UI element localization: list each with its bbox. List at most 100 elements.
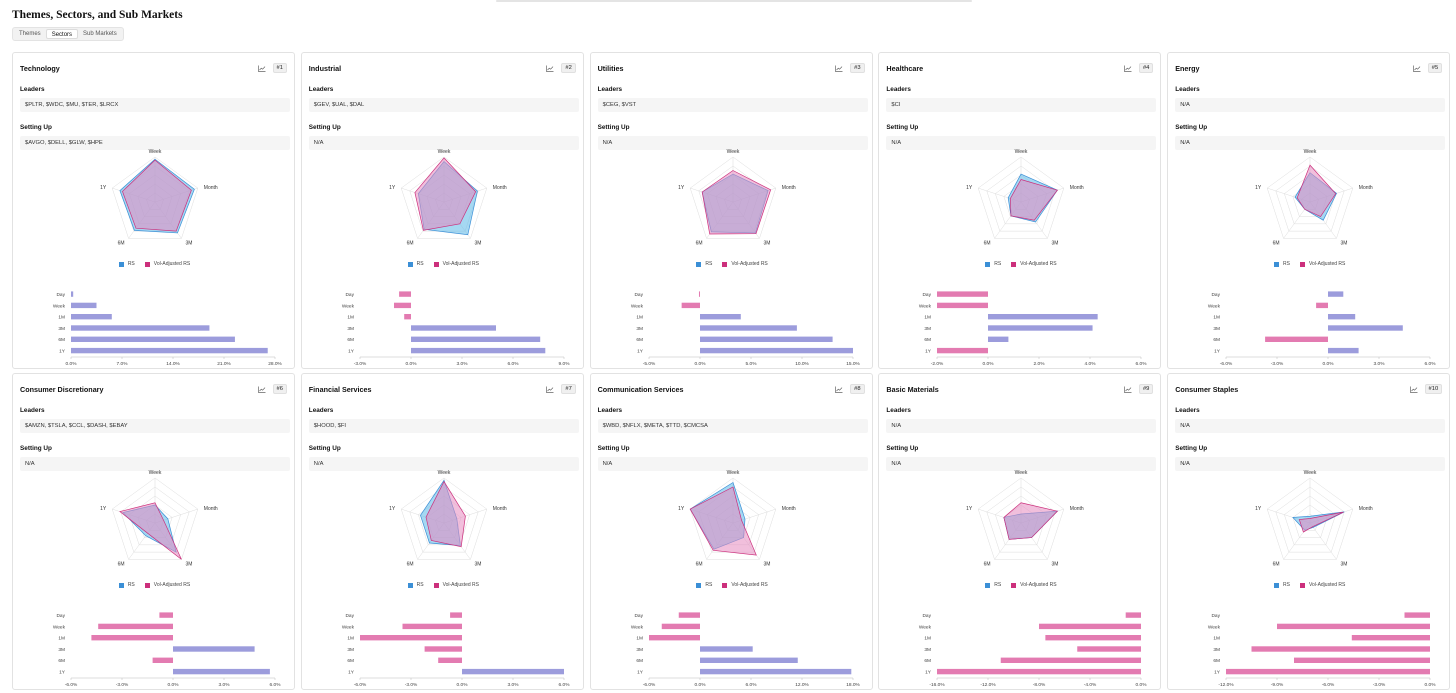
- bar-x-tick-label: 0.0%: [1323, 361, 1335, 367]
- legend-label-rs: RS: [1283, 582, 1290, 588]
- line-chart-icon[interactable]: [1412, 63, 1422, 73]
- bar-6m: [437, 657, 462, 663]
- legend-item-rs[interactable]: RS: [1274, 582, 1290, 588]
- sector-card: Utilities #3 Leaders $CEG, $VST Setting Up N/…: [589, 52, 873, 369]
- setting-up-value: N/A: [597, 136, 868, 150]
- bar-x-tick-label: 21.0%: [217, 361, 231, 367]
- radar-axis-label: Month: [1359, 185, 1373, 191]
- sector-card: Healthcare #4 Leaders $CI Setting Up N/A Week M…: [878, 52, 1162, 369]
- legend-item-rs[interactable]: RS: [696, 582, 712, 588]
- sector-card: Energy #5 Leaders N/A Setting Up N/A Week Month…: [1167, 52, 1451, 369]
- line-chart-icon[interactable]: [257, 63, 267, 73]
- legend-item-rs[interactable]: RS: [696, 261, 712, 267]
- leaders-label: Leaders: [1175, 86, 1200, 93]
- setting-up-value: N/A: [20, 457, 290, 471]
- tab-sectors[interactable]: Sectors: [45, 29, 79, 39]
- bar-chart: Day Week 1M 3M 6M 1Y -16.0% -12.0% -8.0% -4.0% 0.0…: [919, 612, 1148, 688]
- bar-1m: [71, 314, 112, 320]
- bar-1m: [1045, 635, 1142, 641]
- bar-x-tick-label: 14.0%: [166, 361, 180, 367]
- legend-item-rs[interactable]: RS: [1274, 261, 1290, 267]
- legend-item-vol-rs[interactable]: Vol-Adjusted RS: [1011, 582, 1057, 588]
- legend-item-rs[interactable]: RS: [118, 261, 135, 267]
- bar-category-label: Week: [919, 624, 932, 630]
- legend-item-vol-rs[interactable]: Vol-Adjusted RS: [1299, 261, 1345, 267]
- line-chart-icon[interactable]: [834, 384, 844, 394]
- leaders-value: $AMZN, $TSLA, $CCL, $DASH, $EBAY: [20, 419, 290, 433]
- legend-item-rs[interactable]: RS: [985, 582, 1001, 588]
- leaders-label: Leaders: [1175, 407, 1200, 414]
- radar-axis-label: 6M: [118, 240, 125, 246]
- tab-sub-markets[interactable]: Sub Markets: [83, 31, 117, 37]
- bar-1m: [648, 635, 700, 641]
- chart-legend: RS Vol-Adjusted RS: [13, 261, 294, 267]
- leaders-label: Leaders: [597, 86, 623, 93]
- legend-item-vol-rs[interactable]: Vol-Adjusted RS: [1299, 582, 1345, 588]
- setting-up-value: N/A: [1175, 457, 1446, 471]
- legend-item-vol-rs[interactable]: Vol-Adjusted RS: [1011, 261, 1057, 267]
- bar-category-label: 3M: [347, 647, 354, 653]
- bar-1m: [988, 314, 1099, 320]
- legend-label-rs: RS: [1283, 261, 1290, 267]
- bar-category-label: 1M: [925, 315, 932, 321]
- bar-6m: [1294, 657, 1431, 663]
- bar-6m: [699, 336, 833, 342]
- bar-category-label: 1Y: [59, 670, 66, 676]
- legend-item-rs[interactable]: RS: [407, 261, 424, 267]
- sector-grid: Technology #1 Leaders $PLTR, $WDC, $MU, $TE…: [12, 52, 1451, 692]
- bar-x-tick-label: 0.0%: [405, 361, 417, 367]
- bar-category-label: 1Y: [637, 349, 644, 355]
- rank-badge: #2: [561, 63, 576, 73]
- bar-category-label: Week: [53, 303, 66, 309]
- tab-themes[interactable]: Themes: [19, 31, 41, 37]
- leaders-label: Leaders: [20, 86, 45, 93]
- legend-item-vol-rs[interactable]: Vol-Adjusted RS: [433, 582, 479, 588]
- line-chart-icon[interactable]: [545, 384, 555, 394]
- bar-x-tick-label: -6.0%: [1322, 682, 1335, 688]
- legend-item-vol-rs[interactable]: Vol-Adjusted RS: [722, 261, 768, 267]
- bar-category-label: Day: [923, 292, 932, 298]
- legend-swatch-vol-rs: [433, 582, 439, 588]
- bar-6m: [699, 657, 798, 663]
- legend-item-rs[interactable]: RS: [407, 582, 424, 588]
- line-chart-icon[interactable]: [834, 63, 844, 73]
- radar-chart: Week Month 3M 6M 1Y: [678, 470, 796, 567]
- legend-item-vol-rs[interactable]: Vol-Adjusted RS: [144, 261, 190, 267]
- legend-swatch-rs: [407, 582, 413, 588]
- legend-item-vol-rs[interactable]: Vol-Adjusted RS: [433, 261, 479, 267]
- radar-chart: Week Month 3M 6M 1Y: [678, 149, 796, 246]
- legend-item-rs[interactable]: RS: [985, 261, 1001, 267]
- card-header: Energy #5: [1175, 62, 1443, 74]
- line-chart-icon[interactable]: [1123, 384, 1133, 394]
- card-title: Consumer Staples: [1175, 384, 1239, 394]
- legend-label-vol-rs: Vol-Adjusted RS: [442, 261, 479, 267]
- bar-category-label: 1M: [347, 315, 354, 321]
- bar-x-tick-label: -3.0%: [116, 682, 129, 688]
- radar-axis-label: 1Y: [1255, 506, 1262, 512]
- legend-item-vol-rs[interactable]: Vol-Adjusted RS: [722, 582, 768, 588]
- bar-category-label: 3M: [58, 326, 65, 332]
- bar-1m: [359, 635, 462, 641]
- radar-axis-label: Month: [493, 185, 507, 191]
- bar-category-label: 1M: [925, 636, 932, 642]
- bar-day: [159, 612, 173, 618]
- bar-chart: Day Week 1M 3M 6M 1Y -6.0% -3.0% 0.0% 3.0% 6.0%: [1208, 291, 1436, 367]
- chart-legend: RS Vol-Adjusted RS: [302, 582, 583, 588]
- bar-category-label: 3M: [636, 647, 643, 653]
- radar-grid-ring: [1267, 477, 1354, 560]
- chart-legend: RS Vol-Adjusted RS: [591, 582, 872, 588]
- line-chart-icon[interactable]: [1123, 63, 1133, 73]
- radar-series-vol-rs: [1296, 164, 1337, 218]
- bar-1y: [173, 668, 270, 675]
- bar-1m: [1351, 635, 1431, 641]
- bar-x-tick-label: 3.0%: [507, 682, 519, 688]
- line-chart-icon[interactable]: [1409, 384, 1419, 394]
- legend-label-vol-rs: Vol-Adjusted RS: [1020, 582, 1057, 588]
- setting-up-label: Setting Up: [886, 445, 919, 452]
- line-chart-icon[interactable]: [545, 63, 555, 73]
- line-chart-icon[interactable]: [257, 384, 267, 394]
- bar-x-tick-label: 0.0%: [983, 361, 995, 367]
- leaders-value: N/A: [886, 419, 1157, 433]
- legend-item-rs[interactable]: RS: [118, 582, 135, 588]
- legend-item-vol-rs[interactable]: Vol-Adjusted RS: [144, 582, 190, 588]
